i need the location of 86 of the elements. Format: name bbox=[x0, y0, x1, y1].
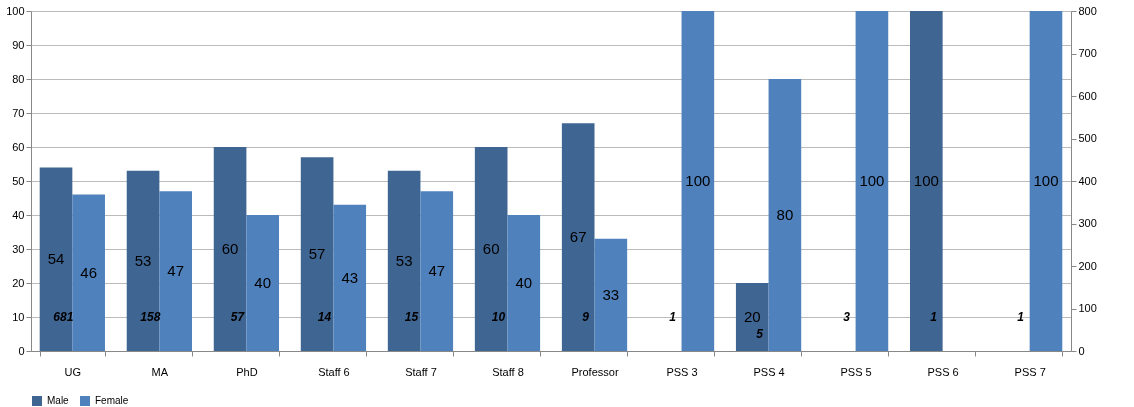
x-tick-label: PSS 6 bbox=[927, 365, 959, 378]
data-label: 47 bbox=[167, 262, 185, 280]
y-tick-label: 40 bbox=[12, 208, 25, 221]
annotation: 10 bbox=[491, 310, 506, 324]
x-tick-label: Staff 7 bbox=[405, 365, 437, 378]
data-label: 100 bbox=[685, 172, 711, 189]
bar bbox=[681, 11, 715, 351]
bar bbox=[300, 157, 334, 351]
data-label: 40 bbox=[254, 274, 272, 291]
x-tick-label: PSS 3 bbox=[666, 365, 698, 378]
annotation: 158 bbox=[140, 310, 161, 324]
bar bbox=[246, 215, 280, 351]
bar bbox=[213, 147, 247, 351]
x-tick-label: UG bbox=[64, 365, 82, 378]
y2-tick-label: 200 bbox=[1078, 259, 1097, 272]
annotation: 681 bbox=[53, 310, 74, 324]
data-label: 100 bbox=[913, 172, 939, 189]
data-label: 43 bbox=[341, 268, 359, 286]
x-tick-label: Professor bbox=[571, 365, 619, 378]
bar bbox=[594, 238, 628, 351]
bar bbox=[72, 194, 105, 351]
y2-tick-label: 800 bbox=[1078, 4, 1097, 17]
y-tick-label: 80 bbox=[12, 72, 25, 85]
data-label: 47 bbox=[428, 262, 446, 280]
y2-tick-label: 0 bbox=[1078, 344, 1085, 357]
y2-tick-label: 100 bbox=[1078, 302, 1097, 314]
y2-tick-label: 500 bbox=[1078, 132, 1097, 144]
bar bbox=[768, 79, 802, 351]
y-tick-label: 90 bbox=[12, 38, 25, 51]
y-tick-label: 100 bbox=[6, 4, 25, 17]
bar bbox=[1029, 11, 1063, 351]
bar bbox=[39, 167, 73, 351]
data-label: 40 bbox=[515, 274, 533, 291]
bar bbox=[474, 147, 508, 351]
y-tick-label: 0 bbox=[18, 344, 25, 357]
y-tick-label: 70 bbox=[12, 106, 25, 119]
y2-tick-label: 300 bbox=[1078, 217, 1097, 229]
annotation: 3 bbox=[843, 310, 851, 324]
bar bbox=[735, 283, 769, 351]
y2-tick-label: 400 bbox=[1078, 174, 1097, 187]
data-label: 46 bbox=[80, 263, 97, 281]
annotation: 9 bbox=[582, 310, 590, 324]
annotation: 14 bbox=[317, 310, 332, 324]
data-label: 100 bbox=[859, 172, 885, 189]
bar bbox=[910, 11, 943, 351]
data-label: 53 bbox=[395, 251, 413, 269]
data-label: 100 bbox=[1033, 172, 1059, 189]
x-tick-label: Staff 8 bbox=[492, 365, 524, 378]
legend-label: Female bbox=[95, 395, 129, 406]
bar bbox=[561, 123, 595, 351]
x-tick-label: PSS 4 bbox=[753, 365, 785, 378]
x-tick-label: MA bbox=[151, 365, 169, 378]
data-label: 80 bbox=[776, 206, 794, 223]
data-label: 60 bbox=[482, 240, 500, 257]
y-tick-label: 50 bbox=[12, 174, 25, 187]
annotation: 57 bbox=[230, 310, 246, 324]
annotation: 5 bbox=[756, 327, 764, 341]
annotation: 1 bbox=[930, 310, 938, 324]
y2-tick-label: 600 bbox=[1078, 89, 1097, 102]
annotation: 15 bbox=[404, 310, 419, 324]
x-tick-label: PSS 5 bbox=[840, 365, 872, 378]
y-tick-label: 30 bbox=[12, 242, 25, 255]
data-label: 67 bbox=[569, 228, 587, 246]
y2-tick-label: 700 bbox=[1078, 47, 1097, 59]
bar bbox=[333, 204, 367, 351]
annotation: 1 bbox=[669, 310, 677, 324]
legend-label: Male bbox=[47, 395, 70, 406]
data-label: 53 bbox=[134, 251, 152, 269]
annotation: 1 bbox=[1017, 310, 1025, 324]
data-label: 57 bbox=[308, 245, 326, 263]
data-label: 54 bbox=[47, 250, 65, 268]
bar bbox=[855, 11, 889, 351]
bar bbox=[420, 191, 454, 351]
y-tick-label: 20 bbox=[12, 276, 25, 289]
data-label: 33 bbox=[602, 285, 620, 303]
bar bbox=[159, 191, 192, 351]
y-tick-label: 60 bbox=[12, 140, 25, 153]
x-tick-label: PhD bbox=[236, 365, 258, 378]
x-tick-label: PSS 7 bbox=[1014, 365, 1046, 378]
bar bbox=[126, 170, 160, 351]
y-tick-label: 10 bbox=[12, 310, 25, 323]
data-label: 20 bbox=[743, 308, 761, 325]
bar bbox=[387, 170, 421, 351]
bar bbox=[507, 215, 541, 351]
data-label: 60 bbox=[221, 240, 239, 257]
x-tick-label: Staff 6 bbox=[318, 365, 350, 378]
